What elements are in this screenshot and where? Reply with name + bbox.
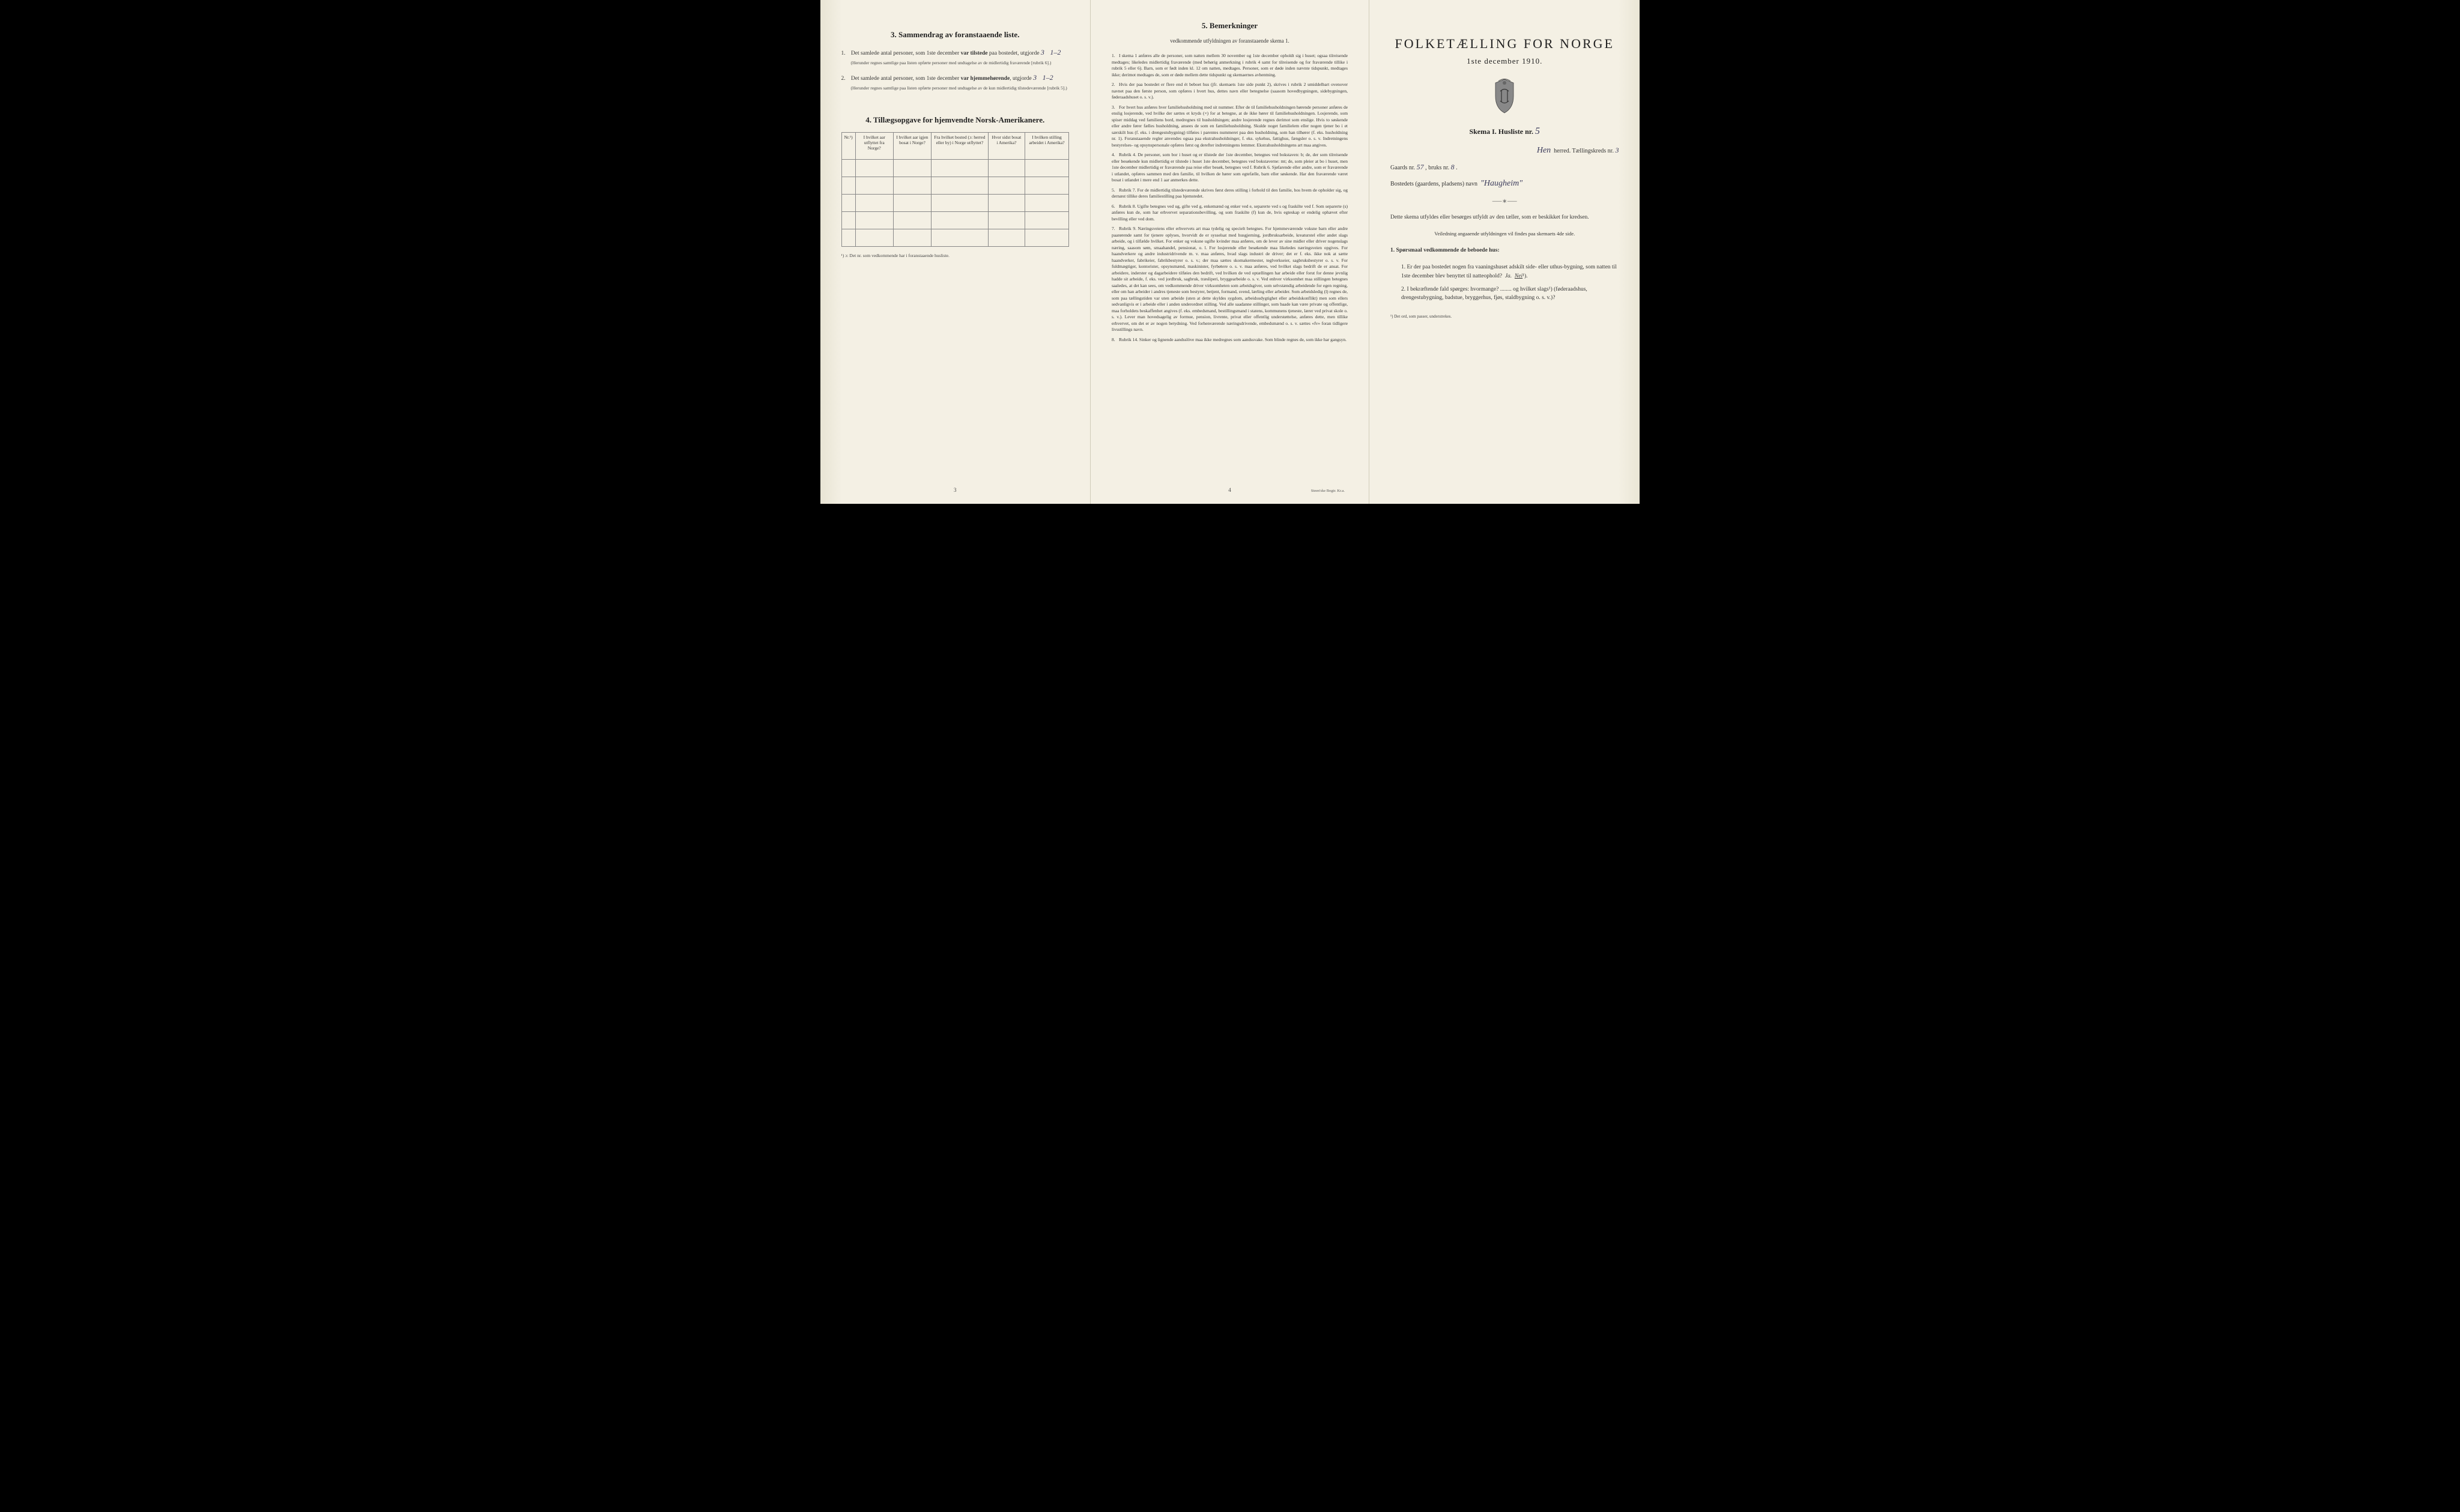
amerikanere-table: Nr.¹) I hvilket aar utflyttet fra Norge?…	[841, 132, 1069, 247]
printer-credit: Steen'ske Bogtr. Kr.a.	[1311, 489, 1345, 493]
kreds-nr: 3	[1615, 146, 1619, 154]
bemerk-2: 2.Hvis der paa bostedet er flere end ét …	[1112, 82, 1348, 101]
th-stilling: I hvilken stilling arbeidet i Amerika?	[1025, 133, 1069, 160]
th-bosat: I hvilket aar igjen bosat i Norge?	[893, 133, 931, 160]
th-utflyttet: I hvilket aar utflyttet fra Norge?	[855, 133, 893, 160]
question-1: 1. Er der paa bostedet nogen fra vaaning…	[1401, 263, 1619, 280]
bemerk-4: 4.Rubrik 4. De personer, som bor i huset…	[1112, 152, 1348, 184]
th-bosted: Fra hvilket bosted (ɔ: herred eller by) …	[932, 133, 989, 160]
bemerk-6: 6.Rubrik 8. Ugifte betegnes ved ug, gift…	[1112, 204, 1348, 223]
th-nr: Nr.¹)	[841, 133, 855, 160]
section-3-heading: 3. Sammendrag av foranstaaende liste.	[841, 30, 1069, 40]
coat-of-arms-icon	[1390, 78, 1619, 117]
value-tilstede-2: 1–2	[1050, 48, 1061, 56]
bruks-nr: 8	[1451, 163, 1455, 171]
item-1: 1. Det samlede antal personer, som 1ste …	[841, 47, 1069, 66]
main-title: FOLKETÆLLING FOR NORGE	[1390, 36, 1619, 52]
table-row	[841, 212, 1068, 229]
skema-line: Skema I. Husliste nr. 5	[1390, 126, 1619, 137]
body-instruction-1: Dette skema utfyldes eller besørges utfy…	[1390, 213, 1619, 222]
husliste-nr: 5	[1535, 126, 1540, 136]
bosted-name: "Haugheim"	[1480, 179, 1522, 188]
gaards-nr: 57	[1417, 163, 1424, 171]
question-2: 2. I bekræftende fald spørges: hvormange…	[1401, 285, 1619, 303]
question-heading: 1. Spørsmaal vedkommende de beboede hus:	[1390, 246, 1619, 255]
value-hjemme-1: 3	[1033, 73, 1037, 82]
section-4-footnote: ¹) ɔ: Det nr. som vedkommende har i fora…	[841, 253, 1069, 259]
answer-nei: Nei	[1515, 273, 1522, 279]
section-5-heading: 5. Bemerkninger	[1112, 21, 1348, 31]
th-amerika: Hvor sidst bosat i Amerika?	[988, 133, 1025, 160]
footnote-1: ¹) Det ord, som passer, understrekes.	[1390, 314, 1619, 319]
bemerk-3: 3.For hvert hus anføres hver familiehush…	[1112, 104, 1348, 149]
bosted-line: Bostedets (gaardens, pladsens) navn "Hau…	[1390, 179, 1619, 189]
item-2: 2. Det samlede antal personer, som 1ste …	[841, 72, 1069, 91]
bemerk-1: 1.I skema 1 anføres alle de personer, so…	[1112, 53, 1348, 78]
page-4: 5. Bemerkninger vedkommende utfyldningen…	[1091, 0, 1369, 504]
bemerkninger-list: 1.I skema 1 anføres alle de personer, so…	[1112, 53, 1348, 343]
page-number-3: 3	[954, 487, 957, 493]
document-spread: 3. Sammendrag av foranstaaende liste. 1.…	[820, 0, 1640, 504]
divider-icon: ⸺∗⸺	[1390, 196, 1619, 205]
table-body	[841, 160, 1068, 247]
page-number-4: 4	[1228, 487, 1231, 493]
herred-name: Hen	[1537, 146, 1551, 155]
table-row	[841, 160, 1068, 177]
table-row	[841, 195, 1068, 212]
section-5-sub: vedkommende utfyldningen av foranstaaend…	[1112, 38, 1348, 44]
date-line: 1ste december 1910.	[1390, 56, 1619, 66]
value-hjemme-2: 1–2	[1043, 73, 1053, 82]
bemerk-8: 8.Rubrik 14. Sinker og lignende aandsslö…	[1112, 337, 1348, 343]
bemerk-7: 7.Rubrik 9. Næringsveiens eller erhverve…	[1112, 226, 1348, 333]
item-1-note: (Herunder regnes samtlige paa listen opf…	[851, 60, 1069, 66]
table-row	[841, 177, 1068, 195]
gaards-line: Gaards nr. 57 , bruks nr. 8 .	[1390, 163, 1619, 172]
table-row	[841, 229, 1068, 247]
item-2-note: (Herunder regnes samtlige paa listen opf…	[851, 85, 1069, 91]
section-4-heading: 4. Tillægsopgave for hjemvendte Norsk-Am…	[841, 115, 1069, 125]
herred-line: Hen herred. Tællingskreds nr. 3	[1390, 146, 1619, 156]
value-tilstede-1: 3	[1041, 48, 1044, 56]
page-3: 3. Sammendrag av foranstaaende liste. 1.…	[820, 0, 1091, 504]
bemerk-5: 5.Rubrik 7. For de midlertidig tilstedev…	[1112, 187, 1348, 200]
body-instruction-2: Veiledning angaaende utfyldningen vil fi…	[1390, 230, 1619, 238]
page-title: FOLKETÆLLING FOR NORGE 1ste december 191…	[1369, 0, 1640, 504]
